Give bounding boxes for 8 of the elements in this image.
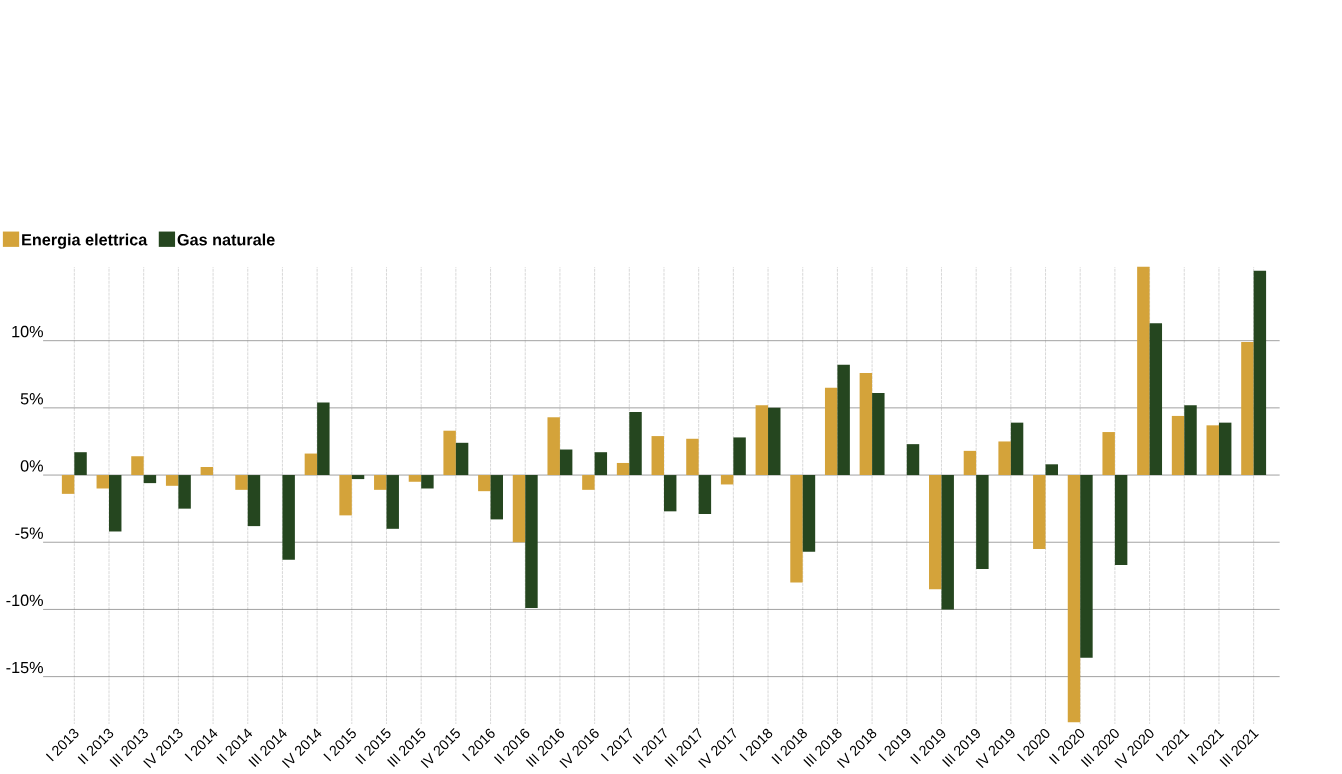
y-tick-label: 0% xyxy=(20,460,43,472)
legend-label: Energia elettrica xyxy=(22,233,148,249)
y-tick-label: -15% xyxy=(6,662,43,674)
y-tick-label: -10% xyxy=(6,594,43,607)
y-tick-label: 10% xyxy=(12,326,43,338)
y-tick-label: 5% xyxy=(20,393,43,405)
y-tick-label: -5% xyxy=(15,527,43,540)
legend-label: Gas naturale xyxy=(177,233,275,246)
